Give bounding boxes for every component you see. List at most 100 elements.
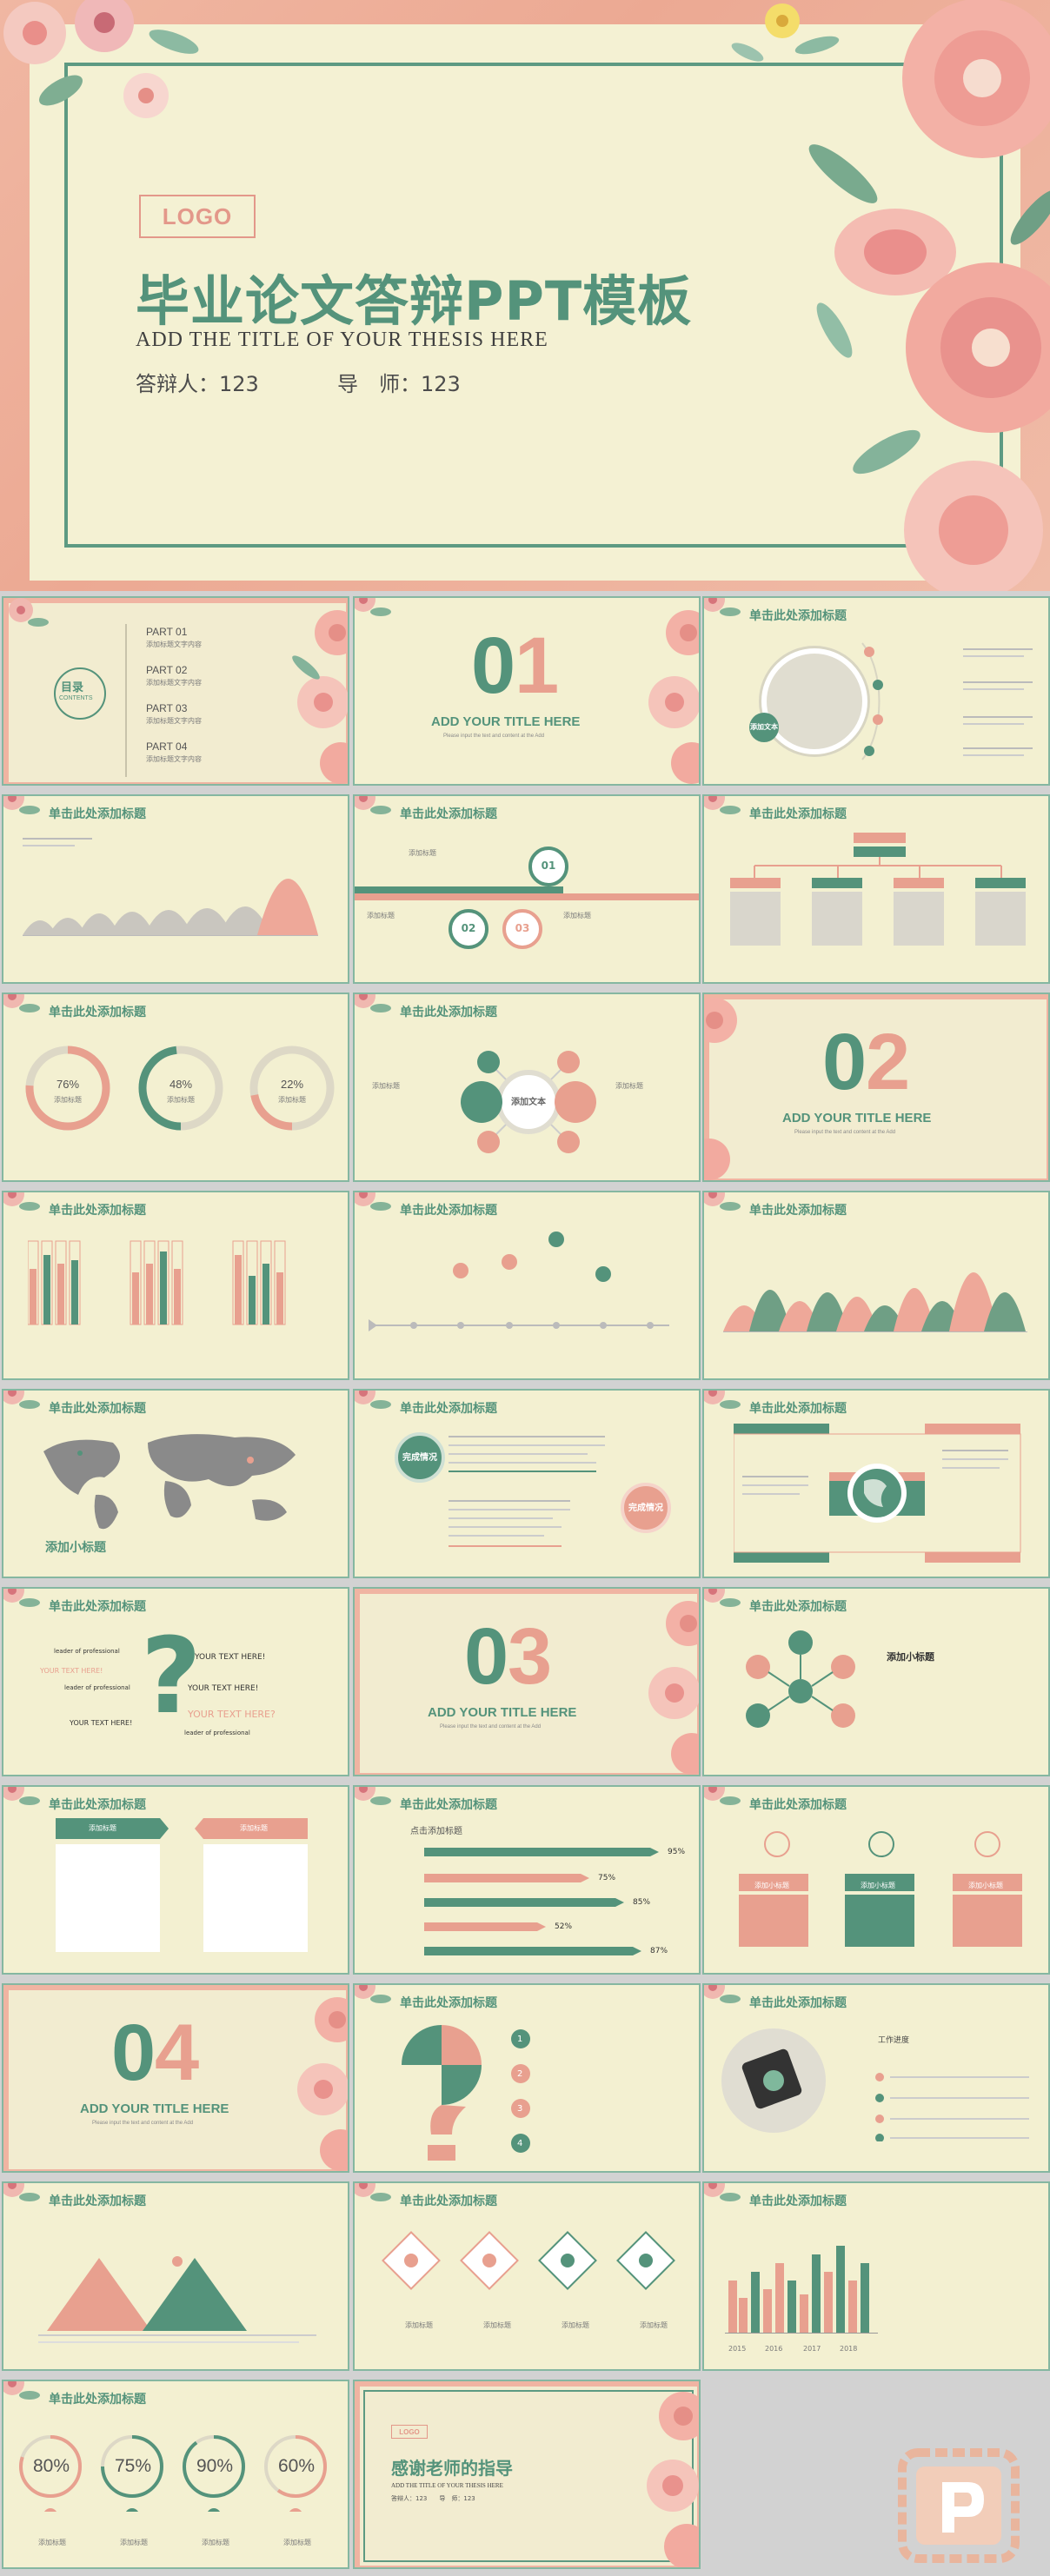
section-number-a: 0 (111, 2008, 156, 2097)
slide-thumb-section-02[interactable]: 0 2 ADD YOUR TITLE HERE Please input the… (702, 993, 1050, 1182)
word-cloud-text: YOUR TEXT HERE! (70, 1719, 133, 1727)
corner-flower-icon (355, 1192, 391, 1211)
slide-thumb-timeline[interactable]: 单击此处添加标题 (353, 1191, 701, 1380)
ring-value-2: 48% (169, 1078, 193, 1091)
section-pink-border (704, 994, 1048, 1180)
cover-defender: 答辩人：123 (136, 372, 259, 396)
ring-value-1: 76% (56, 1078, 80, 1091)
side-flower-icon (704, 998, 737, 1180)
corner-flower-icon (704, 1985, 741, 2003)
slide-thumb-photo-list[interactable]: 单击此处添加标题 添加文本 (702, 596, 1050, 786)
slide-thumb-org-chart[interactable]: 单击此处添加标题 (702, 794, 1050, 984)
slide-thumb-section-01[interactable]: 0 1 ADD YOUR TITLE HERE Please input the… (353, 596, 701, 786)
final-ring-value-3: 90% (196, 2456, 234, 2476)
slide-thumb-rings[interactable]: 单击此处添加标题 76% 48% 22% 添加标题 添加标题 添加标题 (2, 993, 349, 1182)
ring-label: 添加标题 (38, 2539, 66, 2546)
arrow-pct-4: 52% (555, 1922, 573, 1931)
slide-thumb-section-03[interactable]: 0 3 ADD YOUR TITLE HERE Please input the… (353, 1587, 701, 1776)
slide-title: 单击此处添加标题 (49, 1798, 146, 1812)
slide-thumb-thanks[interactable]: LOGO 感谢老师的指导 ADD THE TITLE OF YOUR THESI… (353, 2380, 701, 2569)
slide-thumb-arrow-bars[interactable]: 单击此处添加标题 点击添加标题 95% 75% 85% 52% 87% (353, 1785, 701, 1975)
corner-flower-icon (3, 1787, 40, 1805)
icon-card-title: 添加小标题 (968, 1882, 1003, 1889)
step-text: 添加标题 (563, 912, 591, 920)
icon-card-title: 添加小标题 (861, 1882, 895, 1889)
slide-thumb-question[interactable]: 单击此处添加标题 ? leader of professional YOUR T… (2, 1587, 349, 1776)
slide-thumb-diamonds[interactable]: 单击此处添加标题 添加标题 添加标题 添加标题 添加标题 (353, 2181, 701, 2371)
slide-title: 单击此处添加标题 (400, 1996, 497, 2010)
slide-thumb-status[interactable]: 单击此处添加标题 完成情况 完成情况 (353, 1389, 701, 1578)
cover-logo: LOGO (139, 195, 256, 238)
steps-green-band (355, 886, 563, 893)
corner-flower-icon (355, 1391, 391, 1409)
slide-thumb-triangles[interactable]: 单击此处添加标题 (2, 2181, 349, 2371)
slide-thumb-globe[interactable]: 单击此处添加标题 (702, 1389, 1050, 1578)
slide-thumb-icon-cards[interactable]: 单击此处添加标题 添加小标题 添加小标题 添加小标题 (702, 1785, 1050, 1975)
ring-label: 添加标题 (278, 1096, 306, 1104)
slide-thumb-world-map[interactable]: 单击此处添加标题 添加小标题 (2, 1389, 349, 1578)
word-cloud-text: leader of professional (184, 1730, 250, 1736)
word-cloud-text: YOUR TEXT HERE? (188, 1709, 276, 1720)
step-badge-03: 03 (502, 909, 542, 949)
side-flower-icon (297, 1997, 348, 2171)
map-subtitle: 添加小标题 (45, 1541, 106, 1555)
slide-thumb-contents[interactable]: 目录 CONTENTS PART 01 PART 02 PART 03 PART… (2, 596, 349, 786)
hub-center-text: 添加文本 (511, 1097, 546, 1107)
corner-flower-icon (3, 796, 40, 814)
corner-flower-icon (3, 1589, 40, 1607)
small-title: 添加小标题 (887, 1651, 934, 1663)
step-badge-02: 02 (449, 909, 488, 949)
slide-thumb-final-rings[interactable]: 单击此处添加标题 80% 75% 90% 60% 添加标题 添加标题 添加标题 … (2, 2380, 349, 2569)
contents-part-4[interactable]: PART 04 (146, 740, 188, 753)
cover-advisor: 导 师：123 (337, 372, 461, 396)
contents-part-desc: 添加标题文字内容 (146, 641, 202, 648)
text-badge: 添加文本 (749, 713, 779, 742)
corner-flower-icon (355, 1787, 391, 1805)
ring-value-3: 22% (280, 1078, 304, 1091)
step-text: 添加标题 (409, 849, 436, 857)
contents-part-1[interactable]: PART 01 (146, 626, 188, 638)
side-flower-icon (648, 610, 699, 784)
status-badge-done-2: 完成情况 (621, 1483, 671, 1533)
slide-thumb-wave-chart[interactable]: 单击此处添加标题 (702, 1191, 1050, 1380)
slide-title: 单击此处添加标题 (400, 1402, 497, 1416)
corner-flower-icon (704, 2183, 741, 2201)
thanks-subtitle: ADD THE TITLE OF YOUR THESIS HERE (391, 2482, 503, 2489)
bullet-list-graphic (861, 642, 1033, 760)
slide-title: 单击此处添加标题 (749, 1204, 847, 1218)
step-text: 添加标题 (367, 912, 395, 920)
slide-thumb-hub[interactable]: 单击此处添加标题 添加文本 添加标题 添加标题 (353, 993, 701, 1182)
steps-pink-band (355, 893, 699, 900)
slide-thumb-hex[interactable]: 单击此处添加标题 添加小标题 (702, 1587, 1050, 1776)
corner-flower-icon (704, 1787, 741, 1805)
year-label: 2018 (840, 2345, 858, 2353)
tablet-icon (741, 2048, 802, 2109)
slide-title: 单击此处添加标题 (749, 1402, 847, 1416)
corner-flower-icon (355, 796, 391, 814)
diamond-icons (382, 2231, 675, 2290)
word-cloud-text: leader of professional (54, 1648, 120, 1655)
slide-thumb-two-cards[interactable]: 单击此处添加标题 添加标题 添加标题 (2, 1785, 349, 1975)
cover-flower-right (808, 0, 1050, 591)
slide-thumb-question-pie[interactable]: 单击此处添加标题 1 2 3 4 (353, 1983, 701, 2173)
slide-thumb-work-progress[interactable]: 单击此处添加标题 工作进度 (702, 1983, 1050, 2173)
slide-thumb-bar-groups[interactable]: 单击此处添加标题 (2, 1191, 349, 1380)
step-number: 2 (517, 2069, 523, 2079)
slide-thumb-area-chart[interactable]: 单击此处添加标题 (2, 794, 349, 984)
slide-thumb-year-chart[interactable]: 单击此处添加标题 2015 2016 2017 2018 (702, 2181, 1050, 2371)
slide-thumb-steps[interactable]: 单击此处添加标题 01 02 03 添加标题 添加标题 添加标题 (353, 794, 701, 984)
section-title: ADD YOUR TITLE HERE (782, 1111, 932, 1125)
thanks-names: 答辩人：123 导 师：123 (391, 2495, 475, 2502)
org-chart (730, 833, 1026, 946)
contents-part-3[interactable]: PART 03 (146, 702, 188, 714)
work-progress-label: 工作进度 (878, 2036, 910, 2045)
diamond-label: 添加标题 (562, 2321, 589, 2329)
contents-part-2[interactable]: PART 02 (146, 664, 188, 676)
slide-title: 单击此处添加标题 (400, 1204, 497, 1218)
slide-title: 单击此处添加标题 (49, 2194, 146, 2208)
card-header-text: 添加标题 (240, 1824, 268, 1832)
slide-thumb-section-04[interactable]: 0 4 ADD YOUR TITLE HERE Please input the… (2, 1983, 349, 2173)
final-progress-rings (19, 2435, 327, 2512)
word-cloud-text: YOUR TEXT HERE! (195, 1653, 266, 1662)
